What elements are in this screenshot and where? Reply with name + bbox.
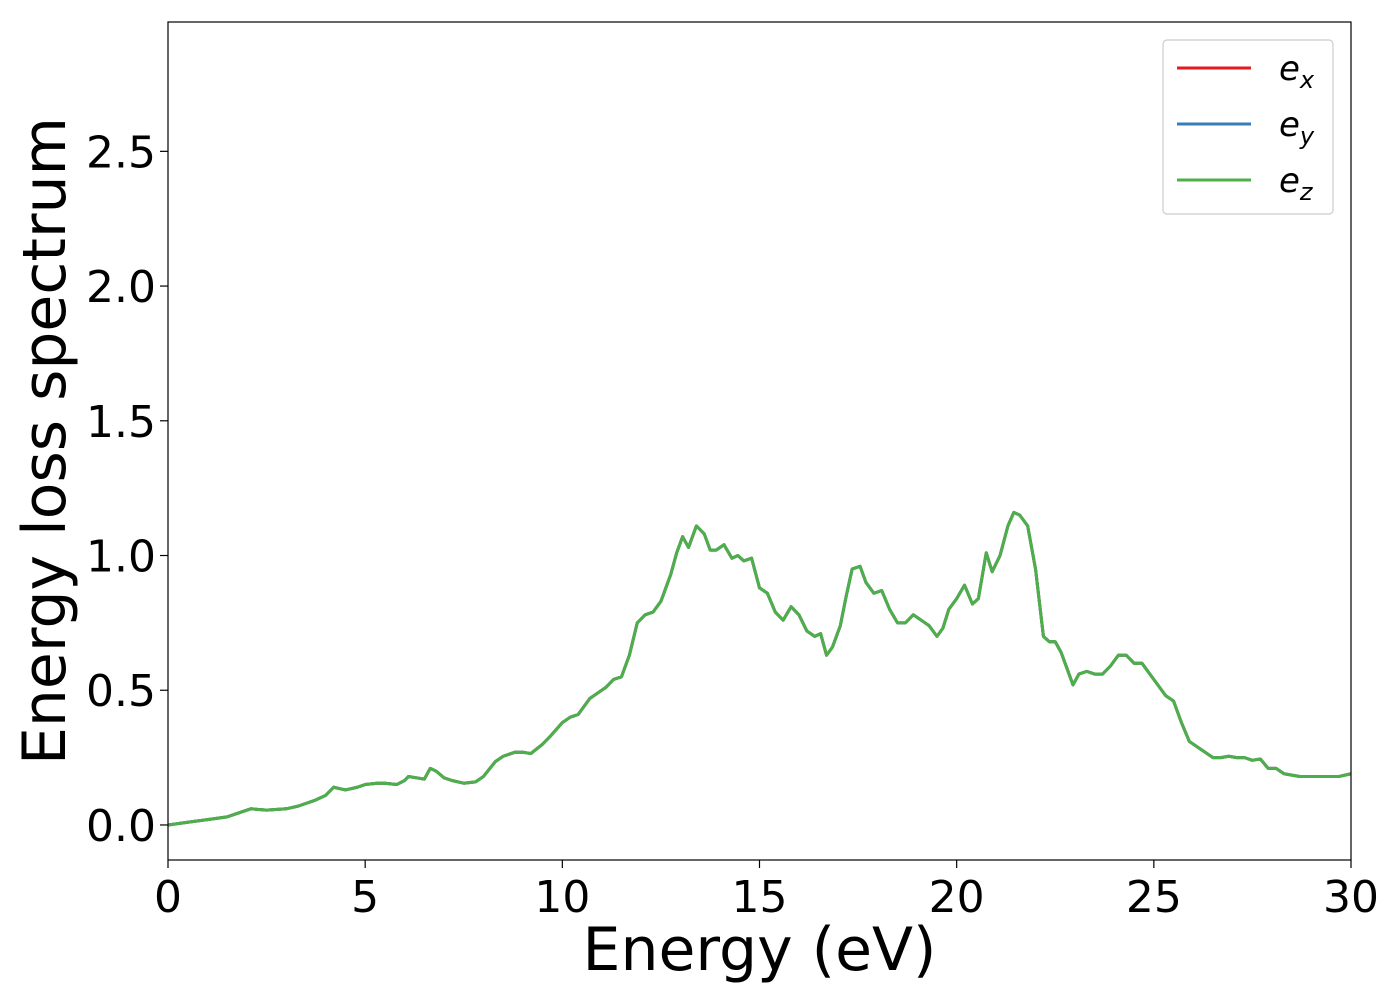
y-tick-label: 1.0 [86, 532, 156, 583]
x-tick-label: 5 [351, 872, 379, 923]
series-layer [167, 510, 1352, 827]
x-tick-label: 30 [1323, 872, 1379, 923]
y-tick-label: 2.5 [86, 127, 156, 178]
series-line-e_y [167, 510, 1352, 827]
x-tick-label: 25 [1126, 872, 1182, 923]
x-axis-title: Energy (eV) [583, 915, 937, 985]
legend: ex ey ez [1162, 39, 1334, 215]
x-axis: 0 5 10 15 20 25 30 [154, 860, 1379, 923]
legend-label: ez [1279, 161, 1314, 206]
series-line-e_z [167, 510, 1352, 827]
x-tick-label: 20 [929, 872, 985, 923]
y-axis: 0.0 0.5 1.0 1.5 2.0 2.5 [86, 127, 168, 852]
x-tick-label: 15 [732, 872, 788, 923]
series-line-e_x [167, 510, 1352, 827]
y-axis-title: Energy loss spectrum [10, 117, 80, 765]
y-tick-label: 0.0 [86, 801, 156, 852]
x-tick-label: 0 [154, 872, 182, 923]
y-tick-label: 1.5 [86, 397, 156, 448]
y-tick-label: 0.5 [86, 666, 156, 717]
legend-box [1162, 39, 1334, 215]
y-tick-label: 2.0 [86, 262, 156, 313]
x-tick-label: 10 [534, 872, 590, 923]
legend-label: ex [1279, 49, 1315, 94]
legend-label: ey [1279, 105, 1315, 150]
